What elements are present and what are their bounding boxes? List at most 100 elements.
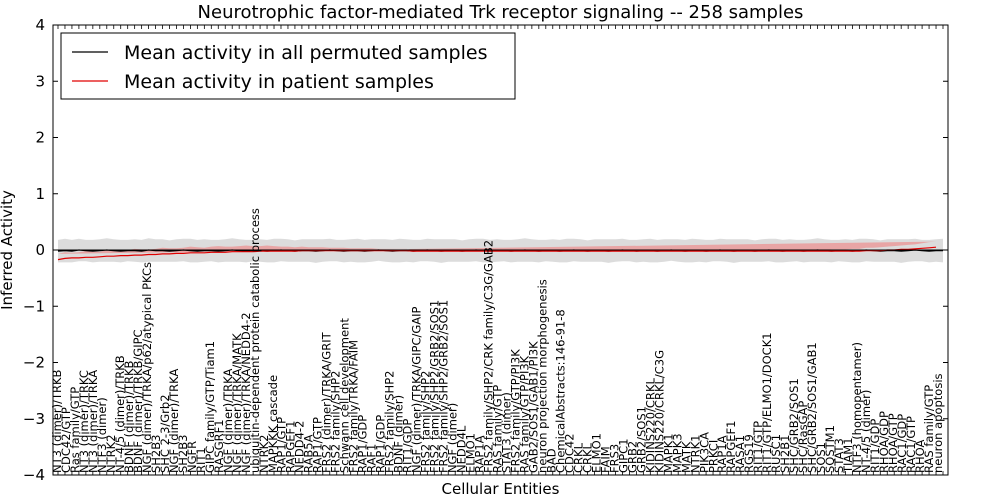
entity-label: SHC 2-3/Grb2 bbox=[158, 394, 172, 473]
entity-label: RAC1/GDP bbox=[895, 414, 909, 473]
entity-label: KIDINS220/CRKL/C3G bbox=[652, 350, 666, 473]
entity-label: CDC42 bbox=[562, 433, 576, 473]
entity-label: GIPC1 bbox=[616, 438, 630, 473]
entity-label: RAB5A bbox=[302, 434, 316, 473]
entity-label: SQSTM1 bbox=[823, 425, 837, 473]
entity-label: PRKCI bbox=[706, 440, 720, 473]
entity-label: FRS2 family/SHP2/GRB2/SOS1 bbox=[437, 300, 451, 473]
entity-label: KIDINS220/CRKL bbox=[643, 378, 657, 473]
entity-label: NT-4/5 (dimer)/TRKB bbox=[113, 355, 127, 473]
entity-label: ELMO1 bbox=[589, 433, 603, 473]
entity-label: RAPGEF1 bbox=[724, 421, 738, 473]
entity-label: RAS family/GTP bbox=[922, 385, 936, 473]
entity-label: RHOA/GDP bbox=[877, 411, 891, 473]
entity-label: TIAM1 bbox=[841, 437, 855, 474]
legend-label-permuted: Mean activity in all permuted samples bbox=[124, 42, 487, 64]
entity-label: ELMO1 bbox=[464, 433, 478, 473]
series-lines bbox=[57, 246, 943, 261]
entity-label: RIT1/GTP bbox=[751, 421, 765, 473]
entity-label: MAPK1 bbox=[661, 433, 675, 473]
entity-label: Ras family/GTP bbox=[68, 387, 82, 473]
entity-label: NTRK2 bbox=[104, 434, 118, 472]
entity-label: CRKL bbox=[571, 442, 585, 473]
entity-label: SH2B3 bbox=[149, 435, 163, 473]
entity-label: RAS family/GTP/PI3K bbox=[518, 355, 532, 473]
entity-label: FRS2 family/SHP2 bbox=[383, 371, 397, 473]
entity-label: FRS2 family/GTP/PI3K bbox=[509, 349, 523, 473]
entity-label: CDC42/GTP bbox=[59, 407, 73, 473]
entity-label: FRS2 family/SHP2/CRK family/C3G/GAB2 bbox=[482, 240, 496, 473]
entity-label: RIT1/GDP bbox=[401, 419, 415, 473]
entity-label: FRS2 family/SHP2 bbox=[419, 371, 433, 473]
entity-label: FRS2 family/TRKA/FAIM bbox=[347, 340, 361, 473]
entity-label: RAP1/GTP bbox=[275, 417, 289, 473]
entity-label: NTF3 (homopentamer) bbox=[850, 342, 864, 473]
y-tick-label: 1 bbox=[35, 185, 45, 203]
entity-label: NT-4/5 (dimer) bbox=[859, 390, 873, 473]
y-tick-label: −3 bbox=[23, 410, 45, 428]
y-axis-label: Inferred Activity bbox=[0, 190, 16, 310]
entity-label: RAP1/GTP bbox=[311, 417, 325, 473]
entity-label: ChemicalAbstracts:146-91-8 bbox=[553, 309, 567, 473]
entity-label: RAP1/GDP bbox=[356, 415, 370, 473]
entity-label: NT3 (dimer)/TRKB bbox=[50, 369, 64, 473]
legend-box bbox=[60, 32, 516, 100]
entity-label: RUSC1 bbox=[769, 434, 783, 473]
y-tick-label: −4 bbox=[23, 466, 45, 484]
entity-label: neuron projection morphogenesis bbox=[535, 279, 549, 473]
entity-label: SHC/RasGAP bbox=[796, 401, 810, 473]
entity-label: FRS3 bbox=[607, 444, 621, 473]
y-tick-label: 4 bbox=[35, 16, 45, 34]
y-tick-label: 2 bbox=[35, 129, 45, 147]
entity-label: BAD bbox=[544, 448, 558, 473]
legend: Mean activity in all permuted samples Me… bbox=[60, 32, 516, 100]
entity-label: NT3 (dimer)/TRKC bbox=[77, 370, 91, 473]
entity-label: NTRK2 bbox=[257, 435, 271, 473]
y-tick-label: −2 bbox=[23, 354, 45, 372]
entity-label: RHOA/GTP bbox=[886, 413, 900, 473]
y-tick-label: 3 bbox=[35, 72, 45, 90]
entity-label: ubiquitin-dependent protein catabolic pr… bbox=[248, 208, 262, 473]
entity-label: RAP1/GDP bbox=[374, 415, 388, 473]
entity-label: RASA1 bbox=[733, 435, 747, 473]
legend-label-patient: Mean activity in patient samples bbox=[124, 71, 434, 93]
entity-label: GRB2/SOS1 bbox=[634, 406, 648, 473]
entity-label: RHOA bbox=[913, 439, 927, 472]
entity-label: NGF (dimer)/TRKA/MATK bbox=[230, 333, 244, 473]
entity-label: BDNF (dimer) bbox=[392, 395, 406, 473]
entity-label: FRS2 family/SHP2/GRB2/SOS1 bbox=[428, 300, 442, 473]
entity-label: RAC1/GTP bbox=[904, 416, 918, 473]
entity-label: NEDD4L bbox=[455, 425, 469, 473]
x-axis-label: Cellular Entities bbox=[442, 480, 560, 498]
entity-label: BDNF (dimer)/TRKB bbox=[122, 360, 136, 473]
entity-label: RAP1A bbox=[715, 435, 729, 473]
entity-label: NGF (dimer)/TRKA/NEDD4-2 bbox=[239, 312, 253, 473]
y-tick-label: −1 bbox=[23, 297, 45, 315]
entity-label: Schwann cell development bbox=[338, 318, 352, 473]
entity-label: neuron apoptosis bbox=[931, 373, 945, 473]
entity-label: SH2B3 bbox=[176, 435, 190, 473]
entity-label: SH2B1 bbox=[778, 435, 792, 473]
y-tick-label: 0 bbox=[35, 241, 45, 259]
entity-label: STAT3 (dimer) bbox=[500, 392, 514, 473]
entity-label: NGFR bbox=[185, 441, 199, 473]
entity-label: GIPC family/GTP/Tiam1 bbox=[203, 341, 217, 473]
entity-label: NEDD4-2 bbox=[293, 421, 307, 473]
entity-label: GAB2/SOS1/GAB1/PI3K bbox=[527, 341, 541, 473]
entity-label: RIT1/GTP/ELMO1/DOCK1 bbox=[760, 332, 774, 473]
chart-title: Neurotrophic factor-mediated Trk recepto… bbox=[198, 2, 804, 23]
entity-label: RASGRF1 bbox=[212, 419, 226, 473]
entity-label: NGF (dimer)/TRKA bbox=[221, 369, 235, 473]
entity-label: NGF (dimer) bbox=[446, 403, 460, 473]
entity-label: MAPKKK cascade bbox=[266, 375, 280, 473]
entity-label: GRB2 bbox=[625, 441, 639, 473]
entity-label: FAIM bbox=[598, 446, 612, 473]
entity-label: RIT1 bbox=[194, 447, 208, 473]
entity-label: FRS2 (dimer)/TRKA/GRIT bbox=[320, 331, 334, 473]
entity-label: NGF (dimer)/TRKA/p62/atypical PKCs bbox=[140, 262, 154, 473]
y-axis-ticks: −4 −3 −2 −1 0 1 2 3 4 bbox=[23, 16, 948, 484]
entity-label: RAS family/GTP bbox=[491, 385, 505, 473]
entity-label: MAPK3 bbox=[670, 433, 684, 473]
entity-label: SHC/GRB2/SOS1 bbox=[787, 378, 801, 473]
